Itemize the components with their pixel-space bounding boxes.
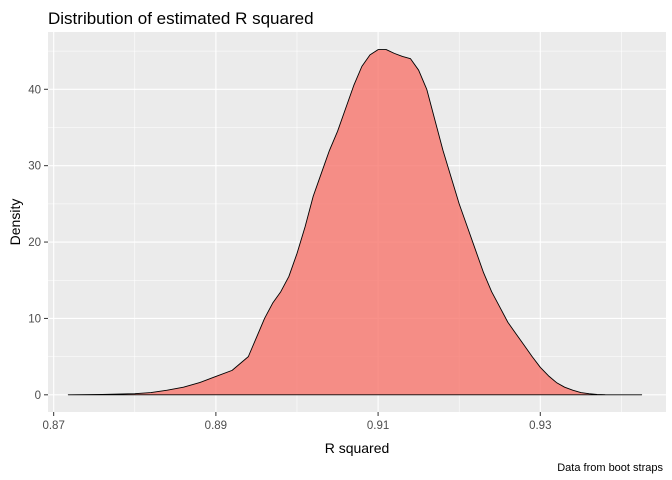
x-tick-label-2: 0.91 [367, 420, 389, 432]
y-axis: 0 10 20 30 40 [28, 84, 48, 402]
x-axis: 0.87 0.89 0.91 0.93 [42, 412, 551, 432]
x-tick-label-1: 0.89 [205, 420, 227, 432]
x-tick-label-3: 0.93 [529, 420, 551, 432]
y-tick-label-1: 10 [28, 313, 41, 325]
y-tick-label-0: 0 [35, 390, 41, 402]
y-tick-label-2: 20 [28, 237, 41, 249]
x-axis-title: R squared [325, 440, 390, 456]
density-area [67, 49, 643, 396]
chart-title: Distribution of estimated R squared [48, 9, 314, 28]
x-tick-label-0: 0.87 [42, 420, 64, 432]
y-tick-label-3: 30 [28, 161, 41, 173]
y-tick-label-4: 40 [28, 84, 41, 96]
chart-caption: Data from boot straps [557, 462, 663, 474]
y-axis-title: Density [7, 199, 23, 246]
